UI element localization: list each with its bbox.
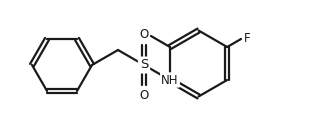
Text: S: S <box>140 59 148 72</box>
Text: F: F <box>244 32 251 45</box>
Text: NH: NH <box>161 74 179 86</box>
Text: O: O <box>139 28 149 41</box>
Text: O: O <box>139 89 149 102</box>
